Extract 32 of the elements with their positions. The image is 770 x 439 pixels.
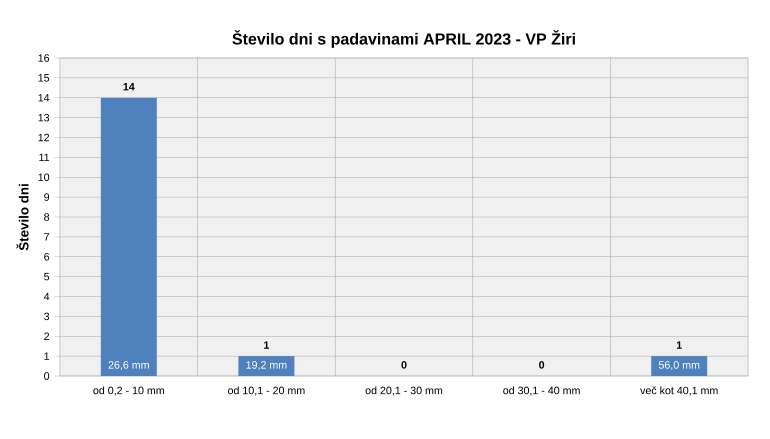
x-tick-label: od 0,2 - 10 mm [93,386,164,396]
y-tick-label: 0 [44,372,50,380]
x-tick-label: od 20,1 - 30 mm [366,386,442,396]
y-tick-label: 13 [38,114,50,122]
data-label: 0 [539,361,544,369]
x-tick-label: od 30,1 - 40 mm [503,386,580,396]
y-tick-label: 6 [44,252,50,261]
data-label: 1 [264,341,270,349]
y-tick-label: 9 [44,193,50,201]
annotation: 56,0 mm [658,361,700,370]
y-tick-label: 10 [38,173,50,182]
data-label: 1 [676,341,682,349]
y-tick-label: 4 [44,292,50,300]
data-label: 14 [124,83,135,90]
y-tick-label: 11 [39,154,50,162]
y-tick-label: 8 [44,213,50,221]
y-tick-label: 1 [44,352,50,360]
y-tick-label: 5 [44,272,50,280]
x-tick-label: od 10,1 - 20 mm [228,386,305,396]
data-label: 0 [401,361,407,369]
y-tick-label: 16 [38,54,50,62]
x-tick-label: več kot 40,1 mm [640,386,718,396]
annotation: 26,6 mm [108,361,149,370]
y-axis-title: Število dni [16,184,29,250]
annotation: 19,2 mm [246,361,286,370]
chart-title: Število dni s padavinami APRIL 2023 - VP Žiri [232,30,575,48]
y-tick-label: 2 [44,332,50,340]
y-tick-label: 7 [44,233,50,241]
y-tick-label: 3 [44,312,50,320]
y-tick-label: 12 [38,134,50,142]
y-tick-label: 14 [38,94,50,102]
y-tick-label: 15 [38,74,50,82]
